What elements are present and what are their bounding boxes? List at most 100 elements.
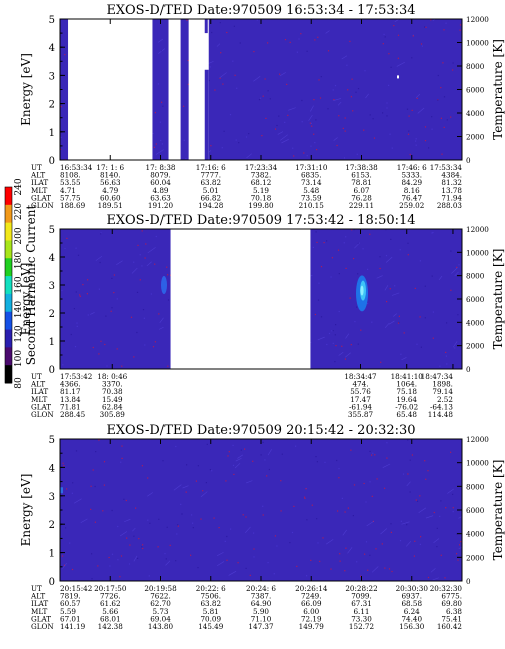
y-tick-label: 4 xyxy=(49,43,55,54)
y-right-tick-label: 6000 xyxy=(466,86,485,95)
orbit-cell: -61.94 xyxy=(349,402,372,411)
orbit-cell: 73.30 xyxy=(351,614,372,623)
orbit-cell: 16:53:34 xyxy=(60,163,93,172)
orbit-cell: 17:53:34 xyxy=(430,163,463,172)
orbit-cell: 66.82 xyxy=(200,193,221,202)
y-right-tick-label: 2000 xyxy=(466,342,485,351)
orbit-cell: 18:47:34 xyxy=(421,372,454,381)
orbit-cell: 74.40 xyxy=(401,614,422,623)
orbit-cell: 6153. xyxy=(351,171,372,180)
y-right-tick-label: 12000 xyxy=(466,435,489,444)
orbit-cell: 7382. xyxy=(251,171,272,180)
colorbar-swatch xyxy=(5,222,12,241)
orbit-cell: 20:30:30 xyxy=(396,584,429,593)
colorbar-swatch xyxy=(5,293,12,313)
orbit-cell: 57.75 xyxy=(60,193,81,202)
orbit-cell: 229.11 xyxy=(349,201,374,210)
orbit-cell: 5.59 xyxy=(60,607,76,616)
orbit-row-label: GLAT xyxy=(31,402,51,411)
y-tick-label: 3 xyxy=(49,71,55,82)
orbit-cell: 13.84 xyxy=(60,395,81,404)
colorbar-swatch xyxy=(5,240,12,259)
orbit-cell: 4.79 xyxy=(102,186,118,195)
orbit-cell: 149.79 xyxy=(299,622,325,631)
orbit-cell: 20:26:14 xyxy=(295,584,328,593)
y-right-tick-label: 6000 xyxy=(466,295,485,304)
orbit-cell: 143.80 xyxy=(148,622,174,631)
orbit-cell: 15.49 xyxy=(102,395,123,404)
y-right-tick-label: 10000 xyxy=(466,39,489,48)
orbit-row-label: ILAT xyxy=(31,599,48,608)
y-right-tick-label: 0 xyxy=(466,365,471,374)
no-data-gap xyxy=(68,19,153,160)
colorbar-label: Second Harmonic Current xyxy=(24,205,38,366)
colorbar-tick-label: 160 xyxy=(14,276,24,293)
colorbar-tick-label: 140 xyxy=(14,301,24,318)
orbit-cell: 8140. xyxy=(100,171,121,180)
y-right-tick-label: 0 xyxy=(466,156,471,165)
orbit-cell: 288.45 xyxy=(60,410,86,419)
orbit-cell: 66.09 xyxy=(301,599,322,608)
y-axis-label: Energy [eV] xyxy=(19,263,33,336)
orbit-cell: 13.78 xyxy=(441,186,462,195)
orbit-row-label: ALT xyxy=(30,380,45,389)
panel-title: EXOS-D/TED Date:970509 17:53:42 - 18:50:… xyxy=(106,213,415,228)
orbit-cell: 76.47 xyxy=(401,193,422,202)
orbit-cell: 6.24 xyxy=(404,607,420,616)
orbit-cell: 17:16: 6 xyxy=(196,163,226,172)
orbit-cell: 69.04 xyxy=(150,614,171,623)
orbit-cell: 20:17:50 xyxy=(94,584,127,593)
orbit-cell: 156.30 xyxy=(399,622,425,631)
orbit-cell: 60.57 xyxy=(60,599,81,608)
orbit-cell: 7249. xyxy=(301,592,322,601)
y-tick-label: 3 xyxy=(49,492,55,503)
orbit-cell: 17:46: 6 xyxy=(397,163,427,172)
orbit-cell: 6.07 xyxy=(353,186,369,195)
orbit-cell: 6.11 xyxy=(353,607,369,616)
orbit-cell: 5.90 xyxy=(253,607,269,616)
orbit-row-label: MLT xyxy=(31,607,48,616)
y-tick-label: 1 xyxy=(49,549,55,560)
orbit-cell: 189.51 xyxy=(98,201,123,210)
orbit-cell: 8079. xyxy=(150,171,171,180)
orbit-cell: 5.19 xyxy=(253,186,269,195)
no-data-gap xyxy=(188,19,209,160)
orbit-cell: 53.55 xyxy=(60,178,81,187)
orbit-cell: 69.80 xyxy=(441,599,462,608)
orbit-cell: 17: 8:38 xyxy=(146,163,176,172)
orbit-cell: 62.84 xyxy=(102,402,123,411)
panel-3: EXOS-D/TED Date:970509 20:15:42 - 20:32:… xyxy=(19,423,505,631)
orbit-cell: 84.29 xyxy=(401,178,422,187)
orbit-row-label: UT xyxy=(31,372,42,381)
panel-2: EXOS-D/TED Date:970509 17:53:42 - 18:50:… xyxy=(19,213,505,419)
spectrogram xyxy=(60,439,462,581)
orbit-cell: 191.20 xyxy=(148,201,174,210)
orbit-cell: 17:38:38 xyxy=(345,163,378,172)
orbit-cell: 63.63 xyxy=(150,193,171,202)
orbit-cell: 6.38 xyxy=(446,607,462,616)
orbit-cell: 114.48 xyxy=(428,410,454,419)
y-tick-label: 2 xyxy=(49,309,55,320)
y-tick-label: 5 xyxy=(49,435,55,446)
y-right-axis-label: Temperature [K] xyxy=(491,39,505,140)
orbit-cell: 7387. xyxy=(251,592,272,601)
orbit-cell: 194.28 xyxy=(198,201,224,210)
colorbar-tick-label: 120 xyxy=(14,325,24,342)
orbit-cell: 145.49 xyxy=(198,622,224,631)
orbit-cell: 19.64 xyxy=(396,395,417,404)
orbit-cell: 81.32 xyxy=(441,178,462,187)
orbit-cell: 71.10 xyxy=(251,614,272,623)
orbit-cell: 7777. xyxy=(200,171,221,180)
orbit-cell: 6.00 xyxy=(303,607,319,616)
orbit-row-label: MLT xyxy=(31,395,48,404)
orbit-cell: 1898. xyxy=(432,380,453,389)
panel-title: EXOS-D/TED Date:970509 16:53:34 - 17:53:… xyxy=(106,3,415,18)
orbit-cell: 7819. xyxy=(60,592,81,601)
orbit-cell: 147.37 xyxy=(248,622,274,631)
colorbar-swatch xyxy=(5,347,12,366)
no-data-gap xyxy=(168,19,181,160)
orbit-cell: 60.04 xyxy=(150,178,171,187)
orbit-cell: 65.48 xyxy=(396,410,417,419)
orbit-cell: 56.63 xyxy=(100,178,121,187)
